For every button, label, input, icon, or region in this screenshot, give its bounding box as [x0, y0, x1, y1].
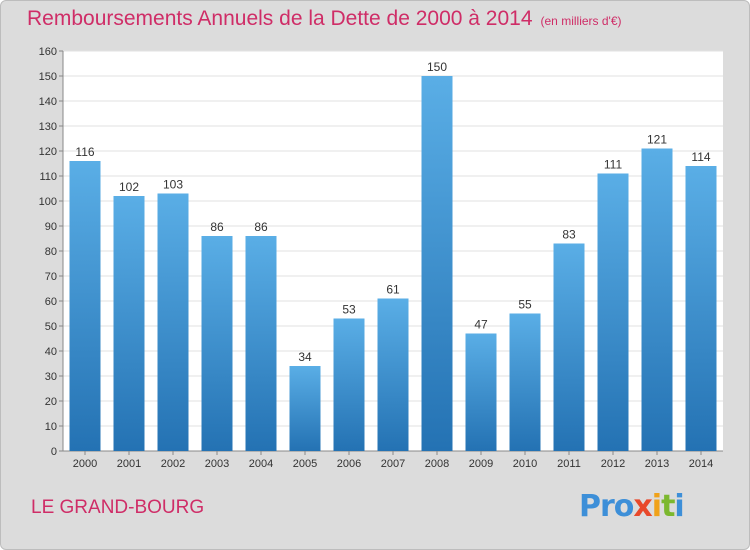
y-tick-label: 20: [45, 396, 57, 408]
data-label: 86: [210, 220, 224, 234]
x-tick-label: 2002: [161, 458, 185, 470]
x-tick-label: 2006: [337, 458, 361, 470]
y-tick-label: 80: [45, 246, 57, 258]
x-tick-label: 2008: [425, 458, 449, 470]
y-tick-label: 30: [45, 371, 57, 383]
bar: [157, 193, 189, 451]
x-tick-label: 2013: [645, 458, 669, 470]
data-label: 86: [254, 220, 268, 234]
data-label: 116: [75, 145, 94, 159]
data-label: 83: [562, 228, 576, 242]
x-tick-label: 2012: [601, 458, 625, 470]
y-tick-label: 70: [45, 271, 57, 283]
data-label: 111: [604, 158, 623, 172]
x-tick-label: 2004: [249, 458, 273, 470]
data-label: 55: [518, 298, 532, 312]
data-label: 53: [342, 303, 356, 317]
data-label: 150: [427, 60, 447, 74]
y-tick-label: 120: [39, 146, 57, 158]
y-tick-label: 50: [45, 321, 57, 333]
y-tick-label: 60: [45, 296, 57, 308]
logo-part-5: i: [674, 489, 684, 524]
bar: [597, 173, 629, 451]
data-label: 34: [298, 350, 312, 364]
x-tick-label: 2014: [689, 458, 713, 470]
bar: [509, 313, 541, 451]
bar: [333, 318, 365, 451]
data-label: 121: [647, 133, 667, 147]
data-label: 103: [163, 178, 183, 192]
commune-name: LE GRAND-BOURG: [31, 497, 205, 518]
x-tick-label: 2001: [117, 458, 141, 470]
bar: [685, 166, 717, 451]
proxiti-logo: Proxiti: [579, 489, 685, 524]
chart-title: Remboursements Annuels de la Dette de 20…: [27, 7, 622, 31]
x-tick-label: 2011: [557, 458, 581, 470]
y-tick-label: 90: [45, 221, 57, 233]
x-tick-label: 2007: [381, 458, 405, 470]
y-tick-label: 150: [39, 71, 57, 83]
bar: [201, 236, 233, 451]
bar: [377, 298, 409, 451]
logo-part-4: t: [661, 489, 675, 524]
y-tick-label: 110: [39, 171, 57, 183]
data-label: 61: [386, 283, 400, 297]
logo-part-3: i: [651, 489, 662, 524]
x-tick-label: 2009: [469, 458, 493, 470]
y-tick-label: 0: [51, 446, 57, 458]
y-tick-label: 160: [39, 46, 57, 58]
chart-unit: (en milliers d'€): [540, 14, 622, 28]
y-tick-label: 130: [39, 121, 57, 133]
y-tick-label: 40: [45, 346, 57, 358]
data-label: 102: [119, 180, 139, 194]
logo-part-2: x: [633, 489, 652, 524]
x-tick-label: 2010: [513, 458, 537, 470]
data-label: 47: [474, 318, 488, 332]
y-tick-label: 100: [39, 196, 57, 208]
data-label: 114: [691, 150, 710, 164]
logo-part-1: Pro: [579, 489, 634, 524]
x-tick-label: 2000: [73, 458, 97, 470]
bar: [69, 161, 101, 451]
bar: [553, 243, 585, 451]
chart-title-text: Remboursements Annuels de la Dette de 20…: [27, 7, 533, 30]
x-tick-label: 2005: [293, 458, 317, 470]
bar: [113, 196, 145, 451]
bar: [465, 333, 497, 451]
y-tick-label: 140: [39, 96, 57, 108]
x-tick-label: 2003: [205, 458, 229, 470]
bar: [421, 76, 453, 451]
bar: [245, 236, 277, 451]
bar: [641, 148, 673, 451]
bar: [289, 366, 321, 451]
y-tick-label: 10: [45, 421, 57, 433]
